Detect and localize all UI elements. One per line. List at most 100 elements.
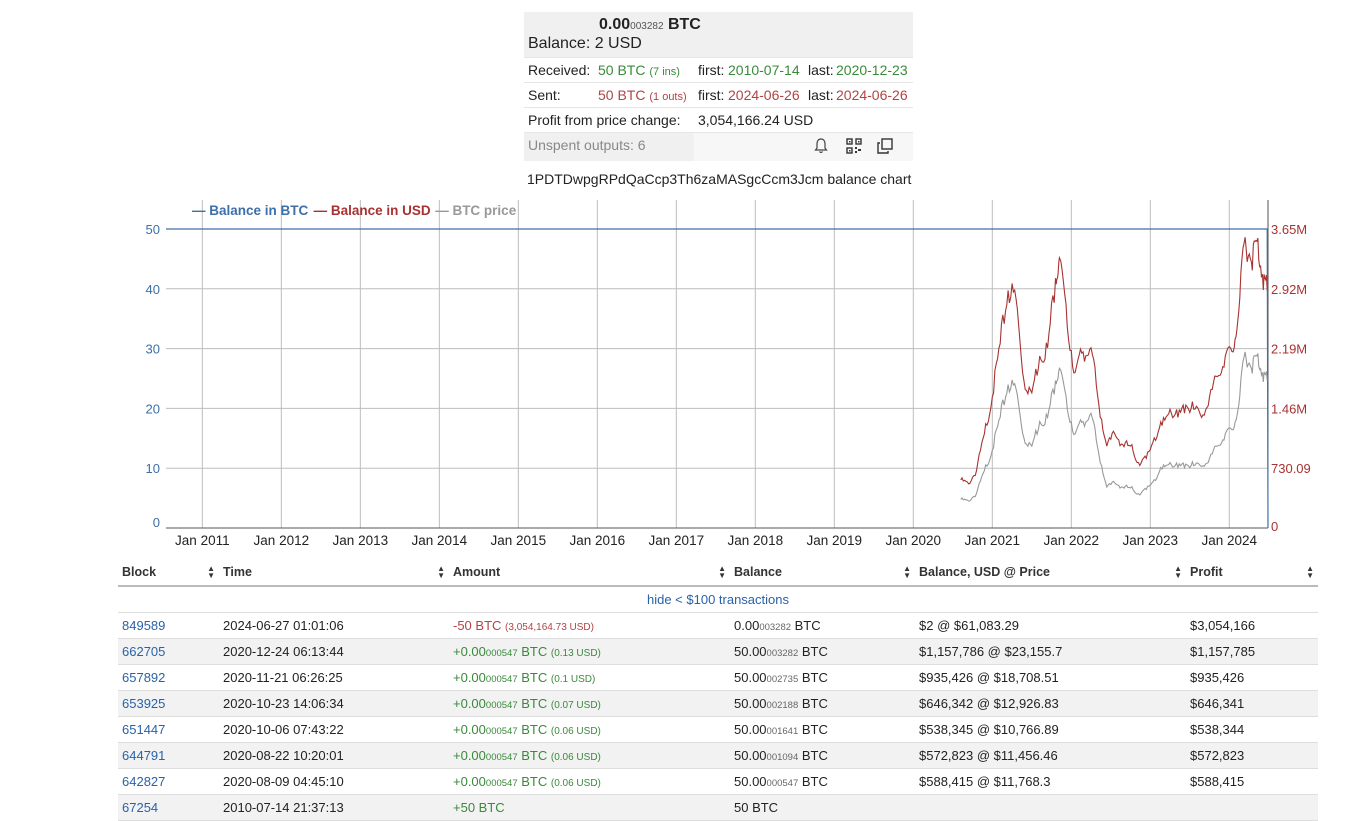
tx-balance-usd: $572,823 @ $11,456.46 <box>915 742 1186 769</box>
profit-value: 3,054,166.24 USD <box>698 112 814 128</box>
sort-icon[interactable]: ▲ ▼ <box>1306 564 1314 580</box>
sort-icon[interactable]: ▲ ▼ <box>207 564 215 580</box>
chart-grid <box>166 200 1268 529</box>
tx-balance: 50.00003282 BTC <box>730 638 915 665</box>
tx-profit: $1,157,785 <box>1186 638 1318 665</box>
x-tick-label: Jan 2020 <box>886 533 942 548</box>
tx-time: 2020-12-24 06:13:44 <box>219 638 449 665</box>
block-link[interactable]: 657892 <box>122 670 166 685</box>
tx-time: 2024-06-27 01:01:06 <box>219 612 449 639</box>
tx-time: 2020-08-09 04:45:10 <box>219 768 449 795</box>
hide-small-transactions-link[interactable]: hide < $100 transactions <box>646 592 790 607</box>
x-tick-label: Jan 2016 <box>570 533 626 548</box>
block-link[interactable]: 662705 <box>122 644 166 659</box>
block-link[interactable]: 849589 <box>122 618 166 633</box>
legend-label: — Balance in USD <box>314 203 431 218</box>
tx-amount: -50 BTC (3,054,164.73 USD) <box>449 612 730 639</box>
series-line-balance-in-usd <box>960 237 1268 485</box>
tx-profit: $646,341 <box>1186 690 1318 717</box>
legend-item-btc-price[interactable]: — BTC price <box>435 203 517 218</box>
table-header-row: Block ▲ ▼ Time ▲ ▼ Amount ▲ ▼ Balance ▲ ▼ Balanc… <box>118 559 1318 587</box>
table-row: 67254 2010-07-14 21:37:13 +50 BTC 50 BTC <box>118 794 1318 821</box>
legend-label: — BTC price <box>435 203 517 218</box>
bell-icon[interactable] <box>812 137 830 155</box>
y-left-tick-label: 30 <box>146 342 160 357</box>
x-tick-label: Jan 2015 <box>491 533 547 548</box>
x-tick-label: Jan 2019 <box>807 533 863 548</box>
tx-balance-usd: $1,157,786 @ $23,155.7 <box>915 638 1186 665</box>
sort-icon[interactable]: ▲ ▼ <box>718 564 726 580</box>
legend-item-balance-in-usd[interactable]: — Balance in USD <box>314 203 431 218</box>
column-header-block[interactable]: Block ▲ ▼ <box>118 559 219 587</box>
y-right-tick-label: 0 <box>1271 519 1278 534</box>
tx-amount: +0.00000547 BTC (0.06 USD) <box>449 742 730 769</box>
tx-amount: +0.00000547 BTC (0.13 USD) <box>449 638 730 665</box>
balance-usd: Balance: 2 USD <box>528 35 642 52</box>
sent-value: 50 BTC (1 outs) <box>598 87 687 103</box>
sent-last-date: 2024-06-26 <box>836 87 908 103</box>
tx-balance: 50.00002735 BTC <box>730 664 915 691</box>
x-tick-label: Jan 2017 <box>649 533 705 548</box>
x-tick-label: Jan 2024 <box>1202 533 1258 548</box>
chart-legend[interactable]: — Balance in BTC — Balance in USD — BTC pr… <box>192 203 517 218</box>
tx-time: 2020-10-06 07:43:22 <box>219 716 449 743</box>
legend-item-balance-in-btc[interactable]: — Balance in BTC <box>192 203 309 218</box>
tx-balance: 50.00001641 BTC <box>730 716 915 743</box>
tx-balance-usd: $588,415 @ $11,768.3 <box>915 768 1186 795</box>
y-left-tick-label: 20 <box>146 401 160 416</box>
column-header-balance-usd[interactable]: Balance, USD @ Price ▲ ▼ <box>915 559 1186 587</box>
tx-profit: $538,344 <box>1186 716 1318 743</box>
block-link[interactable]: 653925 <box>122 696 166 711</box>
sort-icon[interactable]: ▲ ▼ <box>437 564 445 580</box>
balance-chart: 0 10 20 30 40 50 0 730.09 1.46M 2.19M 2.92M 3.65M Ja… <box>146 200 1311 548</box>
profit-row: Profit from price change: 3,054,166.24 U… <box>524 107 913 132</box>
series-line-balance-in-btc <box>166 228 1269 529</box>
block-link[interactable]: 651447 <box>122 722 166 737</box>
tx-time: 2020-08-22 10:20:01 <box>219 742 449 769</box>
chart-axes: 0 10 20 30 40 50 0 730.09 1.46M 2.19M 2.92M 3.65M Ja… <box>146 200 1311 548</box>
hide-small-row: hide < $100 transactions <box>118 586 1318 613</box>
balance-header: 0.00003282 BTC Balance: 2 USD <box>524 12 913 57</box>
transactions-table: Block ▲ ▼ Time ▲ ▼ Amount ▲ ▼ Balance ▲ ▼ Balanc… <box>118 559 1318 821</box>
y-right-tick-label: 2.19M <box>1271 342 1307 357</box>
column-header-profit[interactable]: Profit ▲ ▼ <box>1186 559 1318 587</box>
table-row: 644791 2020-08-22 10:20:01 +0.00000547 BTC… <box>118 742 1318 769</box>
table-row: 651447 2020-10-06 07:43:22 +0.00000547 BTC… <box>118 716 1318 743</box>
legend-label: — Balance in BTC <box>192 203 309 218</box>
tx-amount: +50 BTC <box>449 794 730 821</box>
sent-first-date: 2024-06-26 <box>728 87 800 103</box>
table-row: 653925 2020-10-23 14:06:34 +0.00000547 BTC… <box>118 690 1318 717</box>
address-summary: 0.00003282 BTC Balance: 2 USD Received: … <box>524 12 913 161</box>
unspent-outputs: Unspent outputs: 6 <box>528 137 646 153</box>
tx-balance: 50.00002188 BTC <box>730 690 915 717</box>
block-link[interactable]: 67254 <box>122 800 159 815</box>
copy-icon[interactable] <box>876 137 894 155</box>
x-tick-label: Jan 2022 <box>1044 533 1100 548</box>
series-line-btc-price <box>960 351 1268 502</box>
x-tick-label: Jan 2012 <box>254 533 310 548</box>
tx-balance-usd: $646,342 @ $12,926.83 <box>915 690 1186 717</box>
tx-profit: $588,415 <box>1186 768 1318 795</box>
tx-balance-usd: $2 @ $61,083.29 <box>915 612 1186 639</box>
block-link[interactable]: 642827 <box>122 774 166 789</box>
y-right-tick-label: 2.92M <box>1271 282 1307 297</box>
y-left-tick-label: 0 <box>153 515 160 530</box>
sort-icon[interactable]: ▲ ▼ <box>1174 564 1182 580</box>
action-icons <box>694 133 913 161</box>
qr-code-icon[interactable] <box>845 137 863 155</box>
tx-profit: $3,054,166 <box>1186 612 1318 639</box>
column-header-time[interactable]: Time ▲ ▼ <box>219 559 449 587</box>
unspent-row: Unspent outputs: 6 <box>524 132 913 161</box>
block-link[interactable]: 644791 <box>122 748 166 763</box>
table-row: 662705 2020-12-24 06:13:44 +0.00000547 BTC… <box>118 638 1318 665</box>
x-tick-label: Jan 2011 <box>175 533 230 548</box>
column-header-balance[interactable]: Balance ▲ ▼ <box>730 559 915 587</box>
table-row: 657892 2020-11-21 06:26:25 +0.00000547 BTC… <box>118 664 1318 691</box>
column-header-amount[interactable]: Amount ▲ ▼ <box>449 559 730 587</box>
x-tick-label: Jan 2013 <box>333 533 389 548</box>
received-first-date: 2010-07-14 <box>728 62 800 78</box>
y-left-tick-label: 50 <box>146 222 160 237</box>
table-row: 642827 2020-08-09 04:45:10 +0.00000547 BTC… <box>118 768 1318 795</box>
chart-caption: 1PDTDwpgRPdQaCcp3Th6zaMASgcCcm3Jcm balan… <box>527 171 912 187</box>
sort-icon[interactable]: ▲ ▼ <box>903 564 911 580</box>
